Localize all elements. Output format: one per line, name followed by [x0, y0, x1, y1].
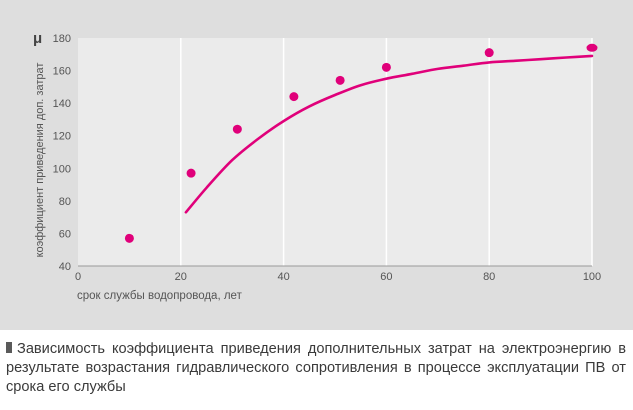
- data-point: [232, 124, 242, 134]
- y-axis-label: коэффициент приведения доп. затрат: [34, 63, 46, 258]
- caption-text: Зависимость коэффициента приведения допо…: [6, 341, 626, 395]
- grid-lines: [180, 38, 593, 266]
- data-points: [124, 43, 598, 243]
- y-tick-label: 80: [59, 196, 71, 208]
- x-tick-label: 100: [583, 271, 601, 283]
- y-tick-label: 160: [53, 66, 71, 78]
- x-axis-label: срок службы водопровода, лет: [77, 290, 243, 302]
- y-tick-label: 140: [53, 98, 71, 110]
- y-tick-labels: 40 60 80 100 120 140 160 180: [53, 33, 71, 273]
- y-tick-label: 120: [53, 131, 71, 143]
- data-point: [381, 62, 391, 72]
- chart-figure: 40 60 80 100 120 140 160 180 0 20 40 60 80 100 μ коэ…: [0, 0, 633, 330]
- y-tick-label: 60: [59, 228, 71, 240]
- chart-svg: 40 60 80 100 120 140 160 180 0 20 40 60 80 100 μ коэ…: [33, 30, 601, 302]
- trend-curve: [184, 54, 594, 214]
- x-tick-label: 60: [380, 271, 392, 283]
- data-point: [335, 75, 345, 85]
- figure-caption: Зависимость коэффициента приведения допо…: [6, 340, 626, 397]
- plot-area: [78, 38, 592, 266]
- data-point: [186, 168, 196, 178]
- x-tick-label: 20: [175, 271, 187, 283]
- data-point: [289, 92, 299, 102]
- caption-marker-icon: [6, 342, 12, 353]
- data-point: [124, 233, 134, 243]
- y-axis-symbol: μ: [33, 30, 42, 47]
- x-tick-labels: 0 20 40 60 80 100: [75, 271, 601, 283]
- y-tick-label: 100: [53, 163, 71, 175]
- y-tick-label: 40: [59, 261, 71, 273]
- trend-curve-path: [184, 54, 594, 214]
- data-point: [586, 43, 598, 52]
- data-point: [484, 48, 494, 58]
- x-tick-label: 40: [277, 271, 289, 283]
- x-tick-label: 0: [75, 271, 81, 283]
- y-tick-label: 180: [53, 33, 71, 45]
- x-tick-label: 80: [483, 271, 495, 283]
